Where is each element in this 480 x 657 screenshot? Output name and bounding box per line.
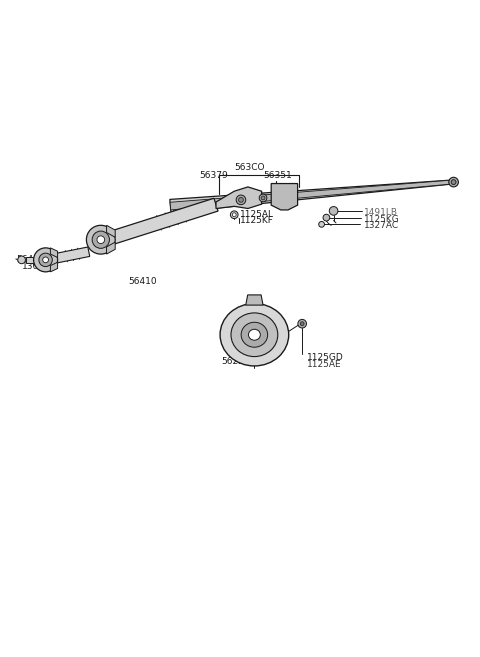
Text: 1491LB: 1491LB bbox=[364, 208, 398, 217]
Circle shape bbox=[92, 231, 109, 248]
Text: 1125AL: 1125AL bbox=[240, 210, 274, 219]
Text: 56351: 56351 bbox=[263, 171, 292, 180]
Polygon shape bbox=[107, 225, 115, 237]
Text: 56410: 56410 bbox=[129, 277, 157, 286]
Circle shape bbox=[18, 256, 25, 263]
Ellipse shape bbox=[241, 323, 268, 347]
Circle shape bbox=[323, 214, 330, 221]
Circle shape bbox=[43, 257, 48, 263]
Circle shape bbox=[300, 322, 304, 326]
Circle shape bbox=[259, 194, 267, 202]
Circle shape bbox=[319, 221, 324, 227]
Circle shape bbox=[449, 177, 458, 187]
Ellipse shape bbox=[249, 329, 260, 340]
Circle shape bbox=[97, 236, 105, 244]
Polygon shape bbox=[107, 242, 115, 254]
Circle shape bbox=[451, 180, 456, 185]
Polygon shape bbox=[50, 262, 58, 272]
Text: 56415: 56415 bbox=[16, 255, 45, 264]
Circle shape bbox=[232, 213, 236, 217]
Polygon shape bbox=[170, 180, 451, 213]
Polygon shape bbox=[271, 183, 298, 210]
Polygon shape bbox=[50, 248, 58, 258]
Polygon shape bbox=[216, 187, 262, 208]
Text: 1327AC: 1327AC bbox=[364, 221, 399, 231]
Ellipse shape bbox=[231, 313, 278, 357]
Text: 1125KG: 1125KG bbox=[364, 215, 399, 223]
Circle shape bbox=[34, 248, 58, 272]
Text: 563CO: 563CO bbox=[234, 162, 265, 171]
Circle shape bbox=[261, 196, 265, 200]
Circle shape bbox=[298, 319, 307, 328]
Circle shape bbox=[230, 211, 238, 219]
Polygon shape bbox=[170, 180, 451, 210]
Circle shape bbox=[239, 198, 243, 202]
Polygon shape bbox=[246, 295, 263, 305]
Text: 1125GD: 1125GD bbox=[307, 353, 344, 363]
Polygon shape bbox=[26, 256, 35, 263]
Circle shape bbox=[236, 195, 246, 205]
Text: 56379: 56379 bbox=[199, 171, 228, 180]
Circle shape bbox=[86, 225, 115, 254]
Circle shape bbox=[329, 206, 338, 215]
Text: 1125KF: 1125KF bbox=[240, 216, 274, 225]
Polygon shape bbox=[47, 247, 90, 265]
Ellipse shape bbox=[220, 304, 289, 366]
Circle shape bbox=[39, 253, 52, 267]
Polygon shape bbox=[108, 198, 218, 244]
Text: 1125AE: 1125AE bbox=[307, 360, 342, 369]
Text: 1360GG: 1360GG bbox=[22, 262, 59, 271]
Text: 56250A: 56250A bbox=[222, 357, 256, 367]
